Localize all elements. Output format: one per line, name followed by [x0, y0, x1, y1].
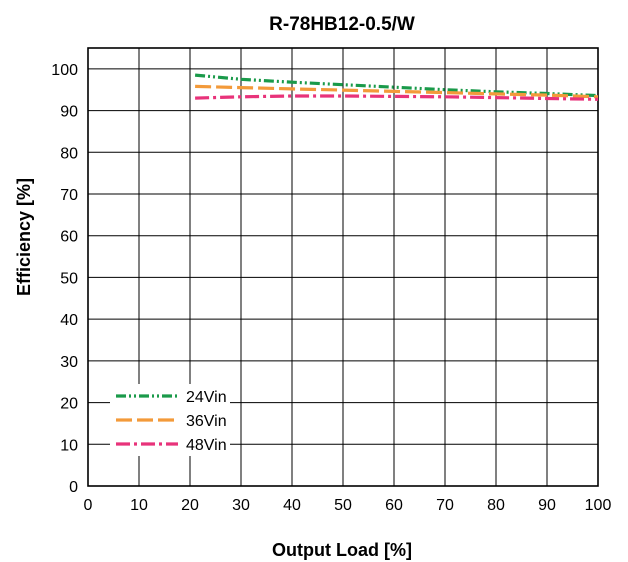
- y-tick-label: 30: [60, 354, 78, 371]
- x-tick-label: 60: [385, 497, 403, 514]
- x-tick-label: 30: [232, 497, 250, 514]
- y-tick-label: 80: [60, 145, 78, 162]
- chart-title: R-78HB12-0.5/W: [269, 14, 415, 35]
- x-tick-label: 100: [585, 497, 612, 514]
- x-tick-label: 80: [487, 497, 505, 514]
- x-tick-label: 0: [84, 497, 93, 514]
- series-line-24vin: [194, 73, 599, 98]
- y-tick-label: 10: [60, 437, 78, 454]
- y-axis-title: Efficiency [%]: [14, 178, 34, 296]
- y-tick-label: 50: [60, 270, 78, 287]
- x-tick-label: 40: [283, 497, 301, 514]
- y-tick-label: 70: [60, 187, 78, 204]
- y-tick-label: 60: [60, 229, 78, 246]
- y-tick-label: 0: [69, 479, 78, 496]
- x-tick-label: 20: [181, 497, 199, 514]
- y-tick-label: 20: [60, 396, 78, 413]
- legend-label-24vin: 24Vin: [186, 389, 227, 406]
- plot-frame: [87, 47, 599, 487]
- series-lines: [194, 73, 599, 101]
- x-axis-title: Output Load [%]: [272, 540, 412, 560]
- x-tick-label: 50: [334, 497, 352, 514]
- x-tick-label: 70: [436, 497, 454, 514]
- series-line-36vin: [195, 84, 599, 99]
- legend: 24Vin 36Vin 48Vin: [110, 384, 230, 456]
- y-tick-label: 40: [60, 312, 78, 329]
- y-tick-label: 90: [60, 104, 78, 121]
- x-tick-labels: 0 10 20 30 40 50 60 70 80 90 100: [84, 497, 612, 514]
- legend-label-36vin: 36Vin: [186, 413, 227, 430]
- y-tick-labels: 0 10 20 30 40 50 60 70 80 90 100: [51, 62, 78, 496]
- series-line-48vin: [195, 94, 599, 101]
- x-tick-label: 90: [538, 497, 556, 514]
- y-tick-label: 100: [51, 62, 78, 79]
- legend-label-48vin: 48Vin: [186, 437, 227, 454]
- x-tick-label: 10: [130, 497, 148, 514]
